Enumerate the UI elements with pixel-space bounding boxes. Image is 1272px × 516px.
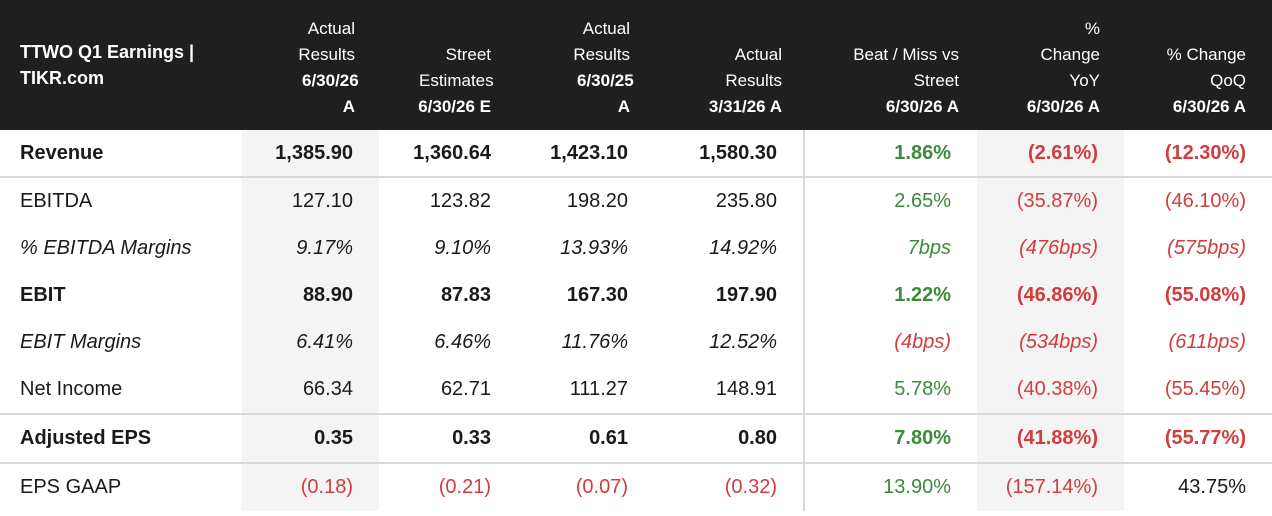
- row-label: EBIT Margins: [20, 331, 142, 353]
- table-cell: (157.14%): [977, 462, 1124, 511]
- table-cell: 197.90: [715, 284, 777, 306]
- column-label: Actual Results: [573, 19, 630, 64]
- table-cell: (575bps): [1167, 237, 1246, 259]
- table-cell: (4bps): [803, 319, 977, 366]
- table-cell: 14.92%: [709, 237, 777, 259]
- table-row: % EBITDA Margins 9.17% 9.10% 13.93% 14.92% 7b…: [0, 225, 1272, 272]
- table-cell: 2.65%: [803, 176, 977, 225]
- table-cell: 1,423.10: [550, 141, 628, 164]
- row-label: Net Income: [20, 378, 123, 400]
- column-header: % Change QoQ 6/30/26 A: [1124, 0, 1272, 130]
- column-header: Actual Results 3/31/26 A: [654, 0, 804, 130]
- table-cell: (41.88%): [977, 413, 1124, 463]
- row-label: % EBITDA Margins: [20, 237, 192, 259]
- table-cell: 88.90: [242, 272, 379, 319]
- column-header: Actual Results 6/30/25 A: [517, 0, 654, 130]
- table-cell: (35.87%): [977, 176, 1124, 225]
- table-cell: (476bps): [977, 225, 1124, 272]
- row-label: EBIT: [20, 284, 66, 306]
- table-cell: (534bps): [977, 319, 1124, 366]
- table-cell: 5.78%: [803, 366, 977, 414]
- table-cell: 0.80: [654, 413, 804, 463]
- column-period: 3/31/26 A: [708, 97, 782, 116]
- table-cell: 66.34: [242, 366, 379, 414]
- column-period: 6/30/26 E: [418, 97, 491, 116]
- table-cell: 9.10%: [434, 237, 491, 259]
- table-cell: 0.33: [379, 413, 517, 463]
- table-cell: (0.21): [379, 462, 517, 511]
- title-line-2: TIKR.com: [20, 68, 105, 88]
- table-cell: (46.86%): [977, 272, 1124, 319]
- table-cell: 1,360.64: [413, 141, 491, 164]
- table-cell: 6.41%: [242, 319, 379, 366]
- table-cell: 0.35: [242, 413, 379, 463]
- header-row: TTWO Q1 Earnings | TIKR.com Actual Resul…: [0, 0, 1272, 130]
- table-cell: 43.75%: [1124, 462, 1272, 511]
- table-cell: 12.52%: [709, 331, 777, 353]
- column-label: Actual Results: [725, 45, 782, 90]
- table-cell: (0.32): [654, 462, 804, 511]
- table-cell: (0.07): [517, 462, 654, 511]
- table-cell: 111.27: [569, 378, 628, 400]
- table-cell: 1,580.30: [699, 141, 777, 164]
- table-cell: 198.20: [517, 176, 654, 225]
- table-cell: (55.45%): [1164, 378, 1246, 400]
- column-header: Street Estimates 6/30/26 E: [379, 0, 517, 130]
- table-cell: 13.90%: [803, 462, 977, 511]
- table-cell: (2.61%): [977, 130, 1124, 177]
- table-cell: 62.71: [440, 378, 491, 400]
- table-cell: 7.80%: [803, 413, 977, 463]
- column-period: 6/30/25 A: [577, 71, 634, 116]
- table-row: EBITDA 127.10 123.82 198.20 235.80 2.65% (35.8…: [0, 176, 1272, 225]
- table-cell: 1.86%: [803, 130, 977, 177]
- table-row: EPS GAAP (0.18) (0.21) (0.07) (0.32) 13.90% (1…: [0, 462, 1272, 511]
- column-period: 6/30/26 A: [1172, 97, 1246, 116]
- column-header: Beat / Miss vs Street 6/30/26 A: [804, 0, 977, 130]
- table-cell: 235.80: [654, 176, 804, 225]
- table-cell: (55.77%): [1124, 413, 1272, 463]
- table-cell: (55.08%): [1164, 284, 1246, 306]
- table-cell: 127.10: [242, 176, 379, 225]
- table-row: Adjusted EPS 0.35 0.33 0.61 0.80 7.80% (41.88%…: [0, 413, 1272, 463]
- title-line-1: TTWO Q1 Earnings |: [20, 42, 195, 62]
- column-period: 6/30/26 A: [1026, 97, 1100, 116]
- table-cell: 167.30: [566, 284, 628, 306]
- table-body: Revenue 1,385.90 1,360.64 1,423.10 1,580.30 1…: [0, 130, 1272, 511]
- table-cell: (0.18): [242, 462, 379, 511]
- column-label: Street Estimates: [419, 45, 494, 90]
- column-label: % Change QoQ: [1166, 45, 1246, 90]
- table-row: EBIT 88.90 87.83 167.30 197.90 1.22% (46.86%) (…: [0, 272, 1272, 319]
- table-cell: (40.38%): [977, 366, 1124, 414]
- column-label: Beat / Miss vs Street: [853, 45, 959, 90]
- column-label: Actual Results: [298, 19, 355, 64]
- column-header: Actual Results 6/30/26 A: [242, 0, 379, 130]
- table-cell: 6.46%: [434, 331, 491, 353]
- table-cell: 7bps: [803, 225, 977, 272]
- row-label: Revenue: [20, 141, 104, 164]
- table-cell: 123.82: [379, 176, 517, 225]
- table-row: Revenue 1,385.90 1,360.64 1,423.10 1,580.30 1…: [0, 130, 1272, 177]
- table-row: Net Income 66.34 62.71 111.27 148.91 5.78% (40…: [0, 366, 1272, 414]
- table-cell: (12.30%): [1164, 141, 1246, 164]
- table-title: TTWO Q1 Earnings | TIKR.com: [0, 0, 242, 130]
- table-cell: (611bps): [1168, 331, 1246, 353]
- column-label: % Change YoY: [1040, 19, 1100, 90]
- table-cell: 0.61: [517, 413, 654, 463]
- table-row: EBIT Margins 6.41% 6.46% 11.76% 12.52% (4bps)…: [0, 319, 1272, 366]
- table-cell: 148.91: [715, 378, 777, 400]
- row-label: EBITDA: [0, 176, 242, 225]
- row-label: EPS GAAP: [0, 462, 242, 511]
- table-cell: 1,385.90: [242, 130, 379, 177]
- table-cell: 1.22%: [803, 272, 977, 319]
- column-header: % Change YoY 6/30/26 A: [977, 0, 1124, 130]
- table-cell: 9.17%: [242, 225, 379, 272]
- column-period: 6/30/26 A: [885, 97, 959, 116]
- table-cell: (46.10%): [1124, 176, 1272, 225]
- column-period: 6/30/26 A: [302, 71, 359, 116]
- table-cell: 11.76%: [561, 331, 628, 353]
- table-cell: 13.93%: [560, 237, 628, 259]
- row-label: Adjusted EPS: [0, 413, 242, 463]
- table-cell: 87.83: [440, 284, 491, 306]
